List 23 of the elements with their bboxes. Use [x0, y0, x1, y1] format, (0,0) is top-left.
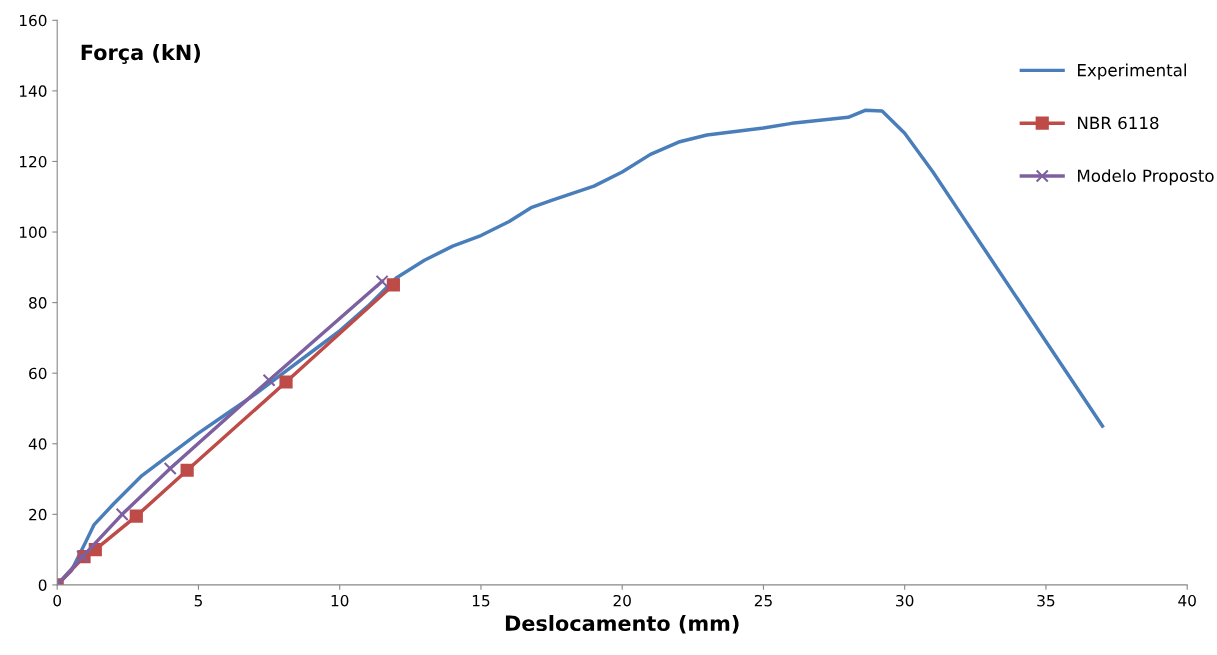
- legend-label: Experimental: [1078, 63, 1186, 80]
- x-tick-label: 20: [613, 594, 631, 607]
- x-axis-title: Deslocamento (mm): [505, 614, 739, 634]
- x-tick-label: 0: [53, 594, 62, 607]
- y-axis-title: Força (kN): [81, 44, 200, 65]
- y-tick-label: 80: [29, 297, 47, 309]
- y-tick-label: 100: [19, 226, 47, 239]
- x-tick-label: 30: [896, 594, 914, 607]
- y-tick-label: 140: [19, 85, 47, 97]
- legend-label: Modelo Proposto: [1078, 169, 1214, 186]
- y-tick-label: 120: [19, 155, 47, 168]
- x-tick-label: 5: [194, 595, 202, 607]
- legend-label: NBR 6118: [1078, 116, 1159, 130]
- y-tick-label: 20: [29, 508, 47, 521]
- y-tick-label: 160: [19, 14, 47, 27]
- x-tick-label: 10: [331, 594, 349, 607]
- x-tick-label: 40: [1178, 594, 1196, 607]
- x-tick-label: 15: [472, 595, 490, 607]
- y-tick-label: 40: [28, 438, 47, 450]
- x-tick-label: 25: [754, 594, 772, 607]
- y-tick-label: 0: [38, 579, 47, 591]
- x-tick-label: 35: [1037, 594, 1055, 607]
- y-tick-label: 60: [29, 367, 47, 380]
